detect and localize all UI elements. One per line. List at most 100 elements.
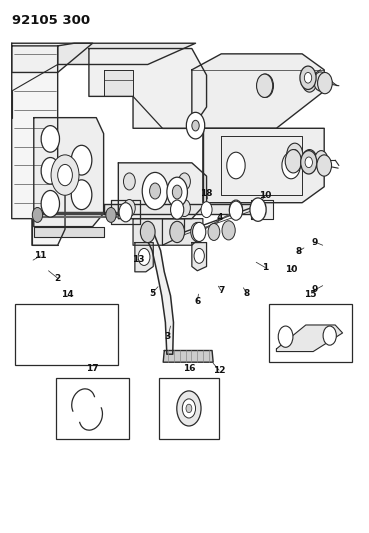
Polygon shape — [133, 219, 184, 245]
Circle shape — [250, 198, 266, 221]
Circle shape — [138, 248, 150, 265]
Circle shape — [140, 221, 155, 243]
Polygon shape — [135, 243, 153, 272]
Circle shape — [51, 155, 79, 195]
Circle shape — [314, 72, 327, 91]
Circle shape — [170, 200, 184, 219]
Text: 9: 9 — [312, 285, 318, 294]
Circle shape — [317, 155, 331, 176]
Circle shape — [179, 199, 190, 216]
Circle shape — [262, 80, 269, 91]
Text: 10: 10 — [285, 265, 297, 274]
Circle shape — [230, 201, 242, 220]
Circle shape — [106, 207, 116, 222]
Circle shape — [191, 222, 204, 241]
Text: 11: 11 — [34, 252, 46, 260]
Circle shape — [285, 150, 301, 173]
Text: 6: 6 — [194, 296, 200, 305]
Polygon shape — [192, 54, 324, 128]
Circle shape — [193, 222, 206, 241]
Polygon shape — [104, 204, 265, 214]
Circle shape — [186, 112, 205, 139]
Circle shape — [142, 172, 168, 209]
Circle shape — [304, 72, 312, 83]
Polygon shape — [12, 46, 65, 245]
Polygon shape — [89, 49, 207, 128]
Polygon shape — [30, 321, 41, 340]
Polygon shape — [251, 200, 273, 219]
Bar — [56, 378, 130, 439]
Circle shape — [323, 326, 336, 345]
Polygon shape — [34, 118, 104, 227]
Circle shape — [194, 248, 204, 263]
Circle shape — [179, 173, 190, 190]
Polygon shape — [276, 325, 342, 352]
Polygon shape — [118, 163, 207, 219]
Text: 10: 10 — [259, 191, 272, 200]
Circle shape — [41, 190, 59, 217]
Polygon shape — [12, 43, 93, 72]
Polygon shape — [163, 351, 213, 362]
Text: 4: 4 — [216, 213, 223, 222]
Circle shape — [170, 221, 184, 243]
Text: 2: 2 — [55, 273, 61, 282]
Text: 3: 3 — [165, 332, 171, 341]
Circle shape — [124, 173, 135, 190]
Circle shape — [282, 152, 300, 179]
Circle shape — [257, 74, 273, 98]
Circle shape — [177, 391, 201, 426]
Circle shape — [222, 221, 235, 240]
Text: 7: 7 — [218, 286, 224, 295]
Text: 13: 13 — [132, 255, 144, 264]
Polygon shape — [104, 70, 133, 96]
Text: 92105 300: 92105 300 — [12, 14, 90, 27]
Circle shape — [300, 66, 316, 90]
Circle shape — [301, 151, 317, 174]
Text: 16: 16 — [183, 364, 195, 373]
Circle shape — [291, 150, 299, 160]
Circle shape — [307, 77, 313, 86]
Circle shape — [252, 201, 263, 217]
Circle shape — [315, 151, 328, 169]
Circle shape — [182, 399, 196, 418]
Text: 5: 5 — [149, 288, 155, 297]
Text: 14: 14 — [61, 289, 73, 298]
Circle shape — [227, 152, 245, 179]
Circle shape — [41, 126, 59, 152]
Text: 18: 18 — [200, 189, 213, 198]
Polygon shape — [111, 200, 140, 224]
Circle shape — [208, 223, 220, 240]
Circle shape — [302, 71, 317, 92]
Text: 17: 17 — [86, 364, 99, 373]
Polygon shape — [192, 243, 207, 271]
Text: 1: 1 — [262, 263, 269, 272]
Bar — [269, 304, 352, 362]
Text: 9: 9 — [312, 238, 318, 247]
Circle shape — [71, 180, 92, 209]
Circle shape — [149, 183, 161, 199]
Circle shape — [256, 74, 273, 98]
Polygon shape — [41, 320, 100, 341]
Circle shape — [41, 158, 59, 184]
Text: 12: 12 — [213, 366, 225, 375]
Circle shape — [71, 146, 92, 175]
Polygon shape — [34, 227, 104, 237]
Circle shape — [124, 199, 135, 216]
Circle shape — [186, 404, 192, 413]
Circle shape — [305, 157, 313, 167]
Circle shape — [230, 200, 242, 219]
Polygon shape — [58, 43, 196, 64]
Bar — [159, 378, 220, 439]
Polygon shape — [203, 128, 324, 203]
Circle shape — [318, 72, 332, 94]
Circle shape — [167, 177, 187, 207]
Circle shape — [172, 185, 182, 199]
Text: 8: 8 — [244, 288, 250, 297]
Circle shape — [32, 207, 42, 222]
Text: 8: 8 — [295, 247, 301, 256]
Circle shape — [58, 165, 72, 185]
Bar — [15, 304, 118, 365]
Circle shape — [192, 120, 199, 131]
Circle shape — [119, 203, 132, 222]
Polygon shape — [146, 235, 173, 354]
